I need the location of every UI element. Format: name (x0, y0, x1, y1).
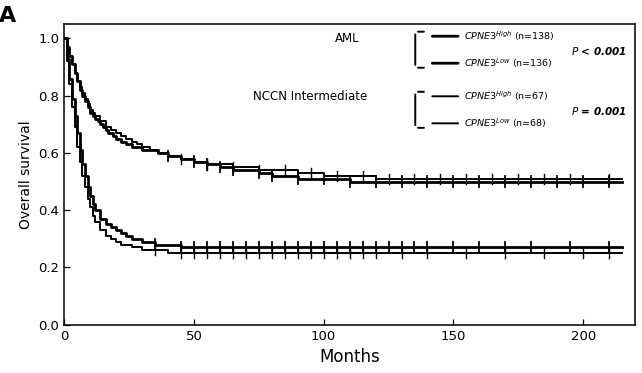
Text: AML: AML (335, 32, 360, 45)
X-axis label: Months: Months (319, 348, 380, 366)
Y-axis label: Overall survival: Overall survival (19, 120, 33, 229)
Text: $\mathit{CPNE3}^{\mathit{High}}$ (n=138): $\mathit{CPNE3}^{\mathit{High}}$ (n=138) (464, 29, 555, 43)
Text: NCCN Intermediate: NCCN Intermediate (252, 90, 367, 103)
Text: $\mathit{CPNE3}^{\mathit{Low}}$ (n=68): $\mathit{CPNE3}^{\mathit{Low}}$ (n=68) (464, 116, 546, 130)
Text: $\mathit{CPNE3}^{\mathit{Low}}$ (n=136): $\mathit{CPNE3}^{\mathit{Low}}$ (n=136) (464, 56, 553, 70)
Text: A: A (0, 6, 16, 26)
Text: $\mathit{P}$ = 0.001: $\mathit{P}$ = 0.001 (571, 105, 627, 117)
Text: $\mathit{P}$ < 0.001: $\mathit{P}$ < 0.001 (571, 45, 627, 57)
Text: $\mathit{CPNE3}^{\mathit{High}}$ (n=67): $\mathit{CPNE3}^{\mathit{High}}$ (n=67) (464, 90, 549, 103)
